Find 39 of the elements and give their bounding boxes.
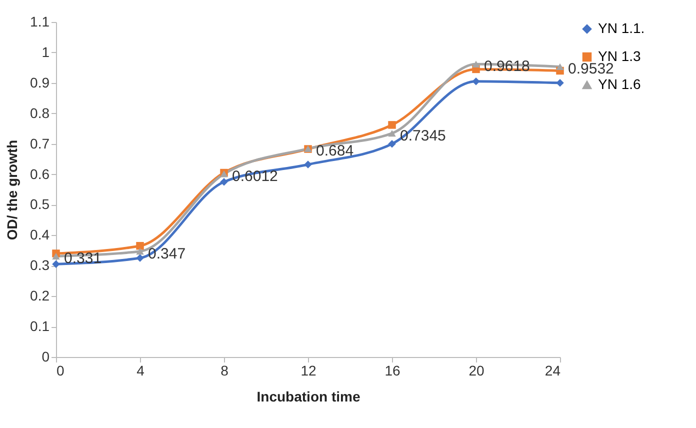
- y-tick-label: 0.7: [30, 135, 50, 152]
- data-label: 0.684: [316, 142, 354, 160]
- x-tick-label: 4: [136, 362, 145, 378]
- point: [304, 160, 312, 168]
- x-tick-label: 24: [544, 362, 561, 378]
- x-tick-label: 16: [384, 362, 400, 378]
- x-tick-label: 0: [56, 362, 64, 378]
- point: [388, 140, 396, 148]
- point: [52, 252, 60, 260]
- point: [556, 79, 564, 87]
- x-tick-label: 8: [220, 362, 229, 378]
- point: [220, 178, 228, 186]
- point: [388, 121, 396, 129]
- y-tick-label: 0: [42, 348, 50, 364]
- y-tick-label: 1.1: [30, 14, 50, 30]
- y-tick-label: 0.3: [30, 257, 50, 274]
- point: [388, 130, 396, 137]
- point: [556, 63, 564, 70]
- data-label: 0.347: [148, 245, 186, 262]
- point: [472, 60, 480, 68]
- legend-label: YN 1.6: [598, 76, 642, 92]
- point: [136, 248, 144, 255]
- y-tick-label: 0.5: [30, 196, 50, 212]
- legend-label: YN 1.1.: [598, 20, 645, 36]
- y-tick-label: 0.1: [30, 318, 50, 334]
- y-axis-title: OD/ the growth: [4, 140, 20, 240]
- x-axis-title: Incubation time: [256, 388, 360, 404]
- y-tick-label: 0.2: [30, 288, 50, 304]
- point: [136, 242, 144, 250]
- y-tick-label: 0.4: [30, 226, 50, 243]
- y-tick-label: 0.8: [30, 104, 50, 121]
- point: [472, 78, 480, 86]
- y-tick-label: 0.9: [30, 74, 50, 90]
- x-tick-label: 12: [300, 362, 316, 378]
- y-tick-label: 1: [42, 44, 50, 60]
- point: [52, 260, 60, 268]
- point: [136, 254, 144, 262]
- y-tick-label: 0.6: [30, 166, 50, 182]
- x-tick-label: 20: [468, 362, 484, 378]
